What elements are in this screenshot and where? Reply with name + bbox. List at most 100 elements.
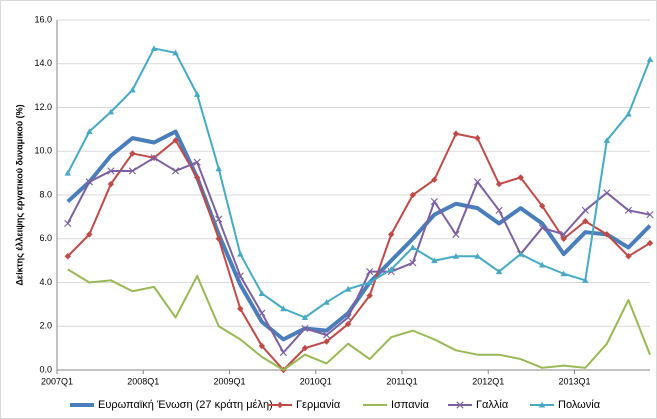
marker — [517, 174, 524, 181]
y-tick-label: 16.0 — [34, 14, 52, 24]
marker — [538, 401, 546, 408]
x-tick-label: 2009Q1 — [213, 376, 245, 386]
marker — [517, 250, 524, 257]
marker — [107, 180, 115, 188]
marker — [128, 167, 137, 175]
marker — [107, 108, 115, 115]
marker — [64, 219, 72, 228]
marker — [366, 267, 374, 276]
marker — [456, 401, 464, 409]
y-tick-label: 2.0 — [39, 321, 52, 331]
marker — [646, 239, 654, 247]
marker — [388, 231, 395, 238]
marker — [237, 305, 244, 312]
marker — [323, 298, 330, 305]
marker — [474, 253, 481, 259]
x-tick-label: 2007Q1 — [41, 376, 73, 386]
marker — [538, 261, 546, 268]
marker — [193, 174, 201, 181]
marker — [366, 292, 373, 299]
marker — [409, 259, 417, 267]
series-line — [66, 47, 651, 319]
marker — [64, 253, 71, 260]
marker — [322, 331, 331, 339]
marker — [323, 338, 330, 345]
marker — [646, 56, 654, 62]
marker — [409, 244, 416, 251]
marker — [560, 235, 567, 242]
marker — [301, 344, 309, 352]
y-tick-label: 12.0 — [34, 102, 52, 112]
marker — [581, 206, 589, 214]
marker — [86, 231, 93, 238]
marker — [150, 154, 158, 162]
marker — [215, 165, 222, 172]
marker — [452, 130, 460, 137]
marker — [625, 110, 632, 117]
marker — [430, 197, 438, 206]
marker — [603, 137, 611, 143]
marker — [495, 180, 503, 188]
marker — [258, 342, 266, 350]
marker — [431, 176, 438, 183]
x-tick-label: 2012Q1 — [472, 376, 504, 386]
marker — [172, 49, 179, 56]
marker — [129, 86, 136, 93]
marker — [495, 268, 503, 275]
series-line — [67, 132, 651, 371]
marker — [85, 178, 93, 186]
marker — [646, 211, 654, 219]
legend-label: Γερμανία — [296, 399, 341, 411]
marker — [388, 266, 395, 272]
marker — [344, 320, 352, 328]
marker — [107, 167, 115, 175]
marker — [344, 285, 352, 292]
marker — [258, 309, 266, 317]
marker — [538, 224, 546, 232]
marker — [409, 191, 416, 199]
x-tick-label: 2010Q1 — [300, 376, 332, 386]
marker — [64, 169, 71, 176]
marker — [279, 348, 288, 357]
legend-label: Γαλλία — [476, 399, 509, 411]
marker — [236, 272, 244, 280]
marker — [366, 279, 373, 286]
marker — [495, 206, 503, 214]
y-tick-label: 6.0 — [39, 233, 52, 243]
marker — [560, 230, 568, 238]
series-line — [66, 129, 652, 342]
legend-label: Ευρωπαϊκή Ένωση (27 κράτη μέλη) — [98, 399, 273, 411]
series-line — [66, 156, 651, 354]
marker — [301, 314, 309, 321]
y-tick-label: 8.0 — [39, 189, 52, 199]
marker — [625, 253, 632, 260]
marker — [215, 215, 223, 223]
marker — [344, 313, 352, 322]
marker — [538, 202, 546, 210]
marker — [582, 218, 589, 225]
y-axis-label: Δείκτης έλλειψης εργατικού δυναμικού (%) — [14, 104, 24, 285]
series-line — [67, 268, 651, 371]
y-tick-label: 4.0 — [39, 277, 52, 287]
legend-label: Πολωνία — [558, 399, 601, 411]
marker — [474, 134, 481, 142]
y-tick-label: 0.0 — [39, 364, 52, 374]
marker — [193, 91, 201, 97]
marker — [215, 235, 222, 242]
marker — [603, 189, 611, 197]
marker — [276, 401, 284, 409]
x-tick-label: 2011Q1 — [386, 376, 417, 386]
y-tick-label: 10.0 — [34, 146, 52, 156]
marker — [473, 178, 482, 186]
legend-label: Ισπανία — [391, 399, 430, 411]
marker — [172, 137, 179, 144]
marker — [258, 290, 266, 296]
marker — [603, 231, 611, 238]
marker — [582, 277, 589, 283]
marker — [150, 45, 158, 51]
y-tick-label: 14.0 — [34, 58, 52, 68]
marker — [452, 230, 460, 238]
marker — [129, 150, 136, 157]
